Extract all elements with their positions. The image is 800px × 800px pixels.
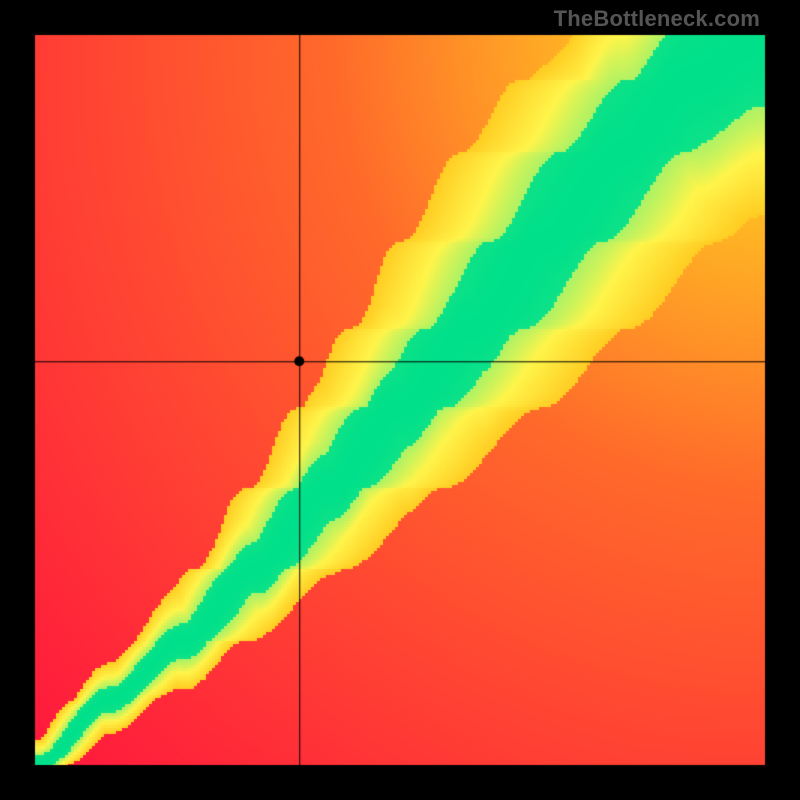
chart-container: TheBottleneck.com [0,0,800,800]
bottleneck-heatmap [0,0,800,800]
watermark-text: TheBottleneck.com [554,6,760,32]
